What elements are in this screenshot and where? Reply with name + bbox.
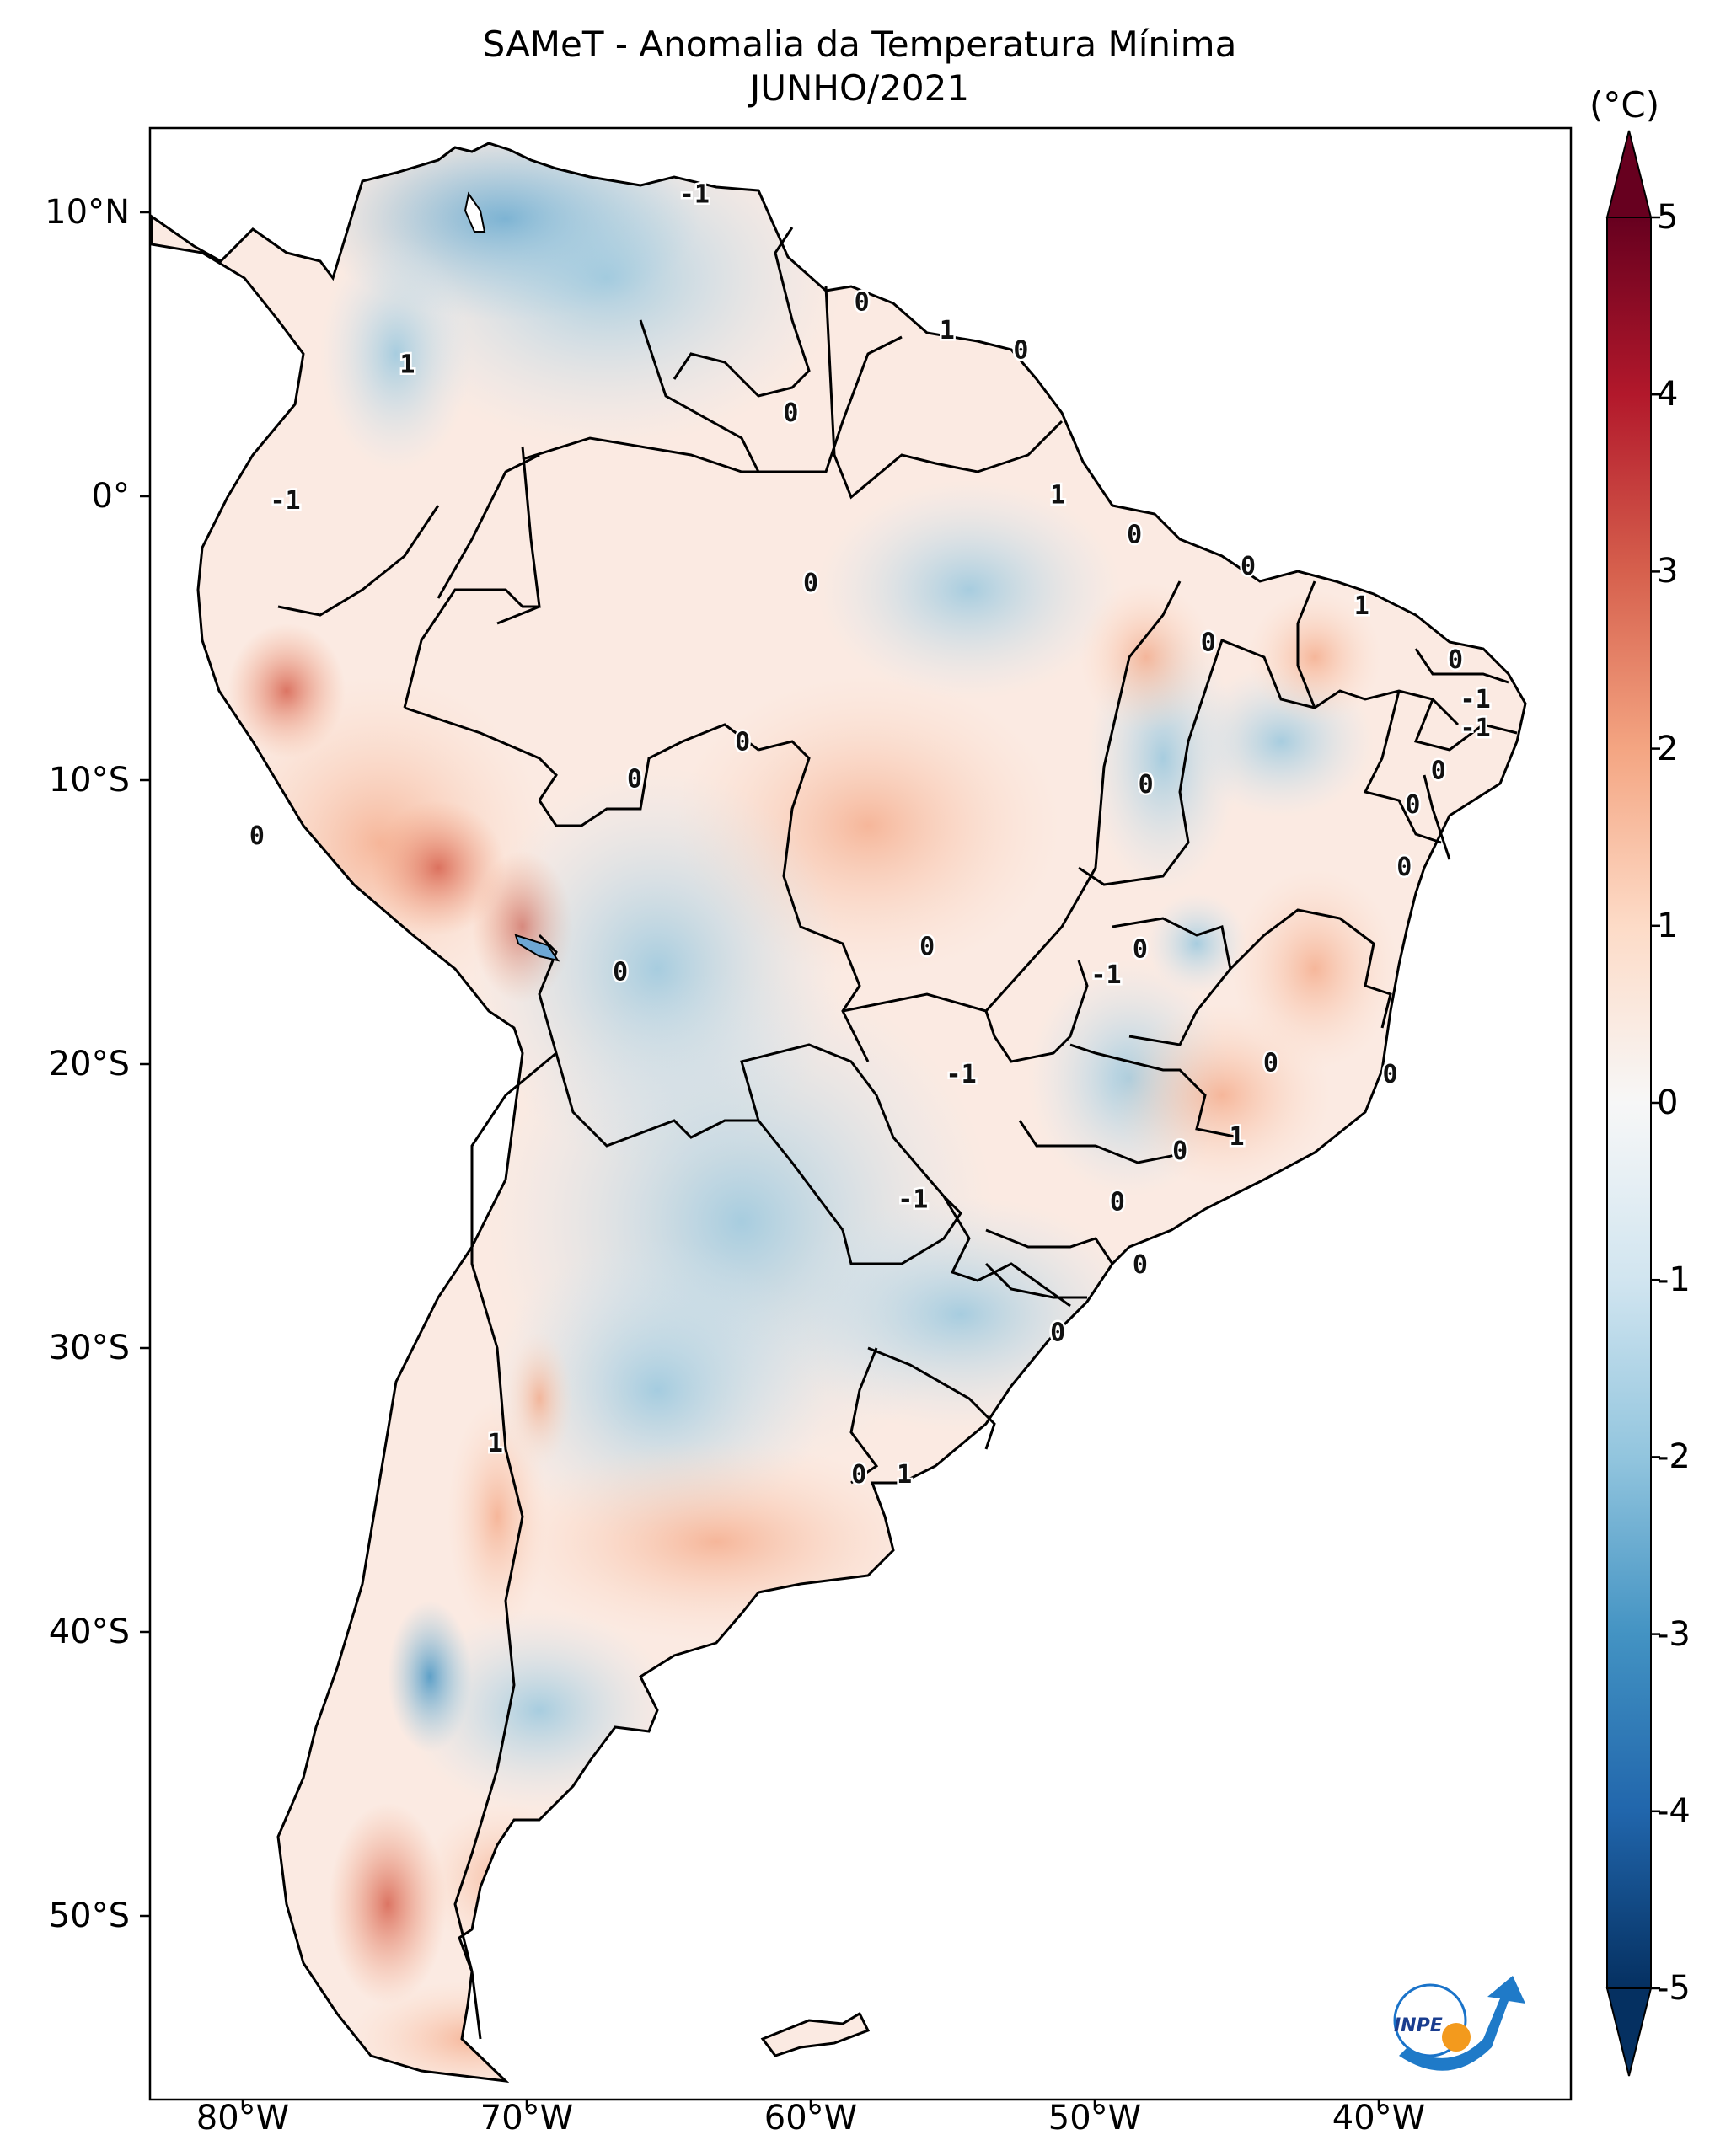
colorbar-tick-label: 3: [1657, 552, 1679, 591]
contour-label: 0: [735, 728, 750, 757]
contour-label: 0: [1172, 1137, 1187, 1166]
lat-tick-label: 20°S: [48, 1045, 130, 1083]
contour-label: 0: [1139, 770, 1154, 800]
colorbar-scale: [1606, 217, 1652, 1989]
contour-label: 0: [1241, 552, 1256, 581]
colorbar-tick-label: -2: [1657, 1437, 1691, 1477]
logo-text: INPE: [1394, 2015, 1443, 2036]
lon-tick-label: 40°W: [1332, 2099, 1426, 2137]
contour-label: 0: [1133, 935, 1148, 965]
colorbar: [1605, 130, 1660, 2077]
contour-label: 0: [851, 1460, 866, 1490]
contour-label: 0: [803, 569, 818, 598]
lon-tick-label: 70°W: [480, 2099, 574, 2137]
contour-label: -1: [1460, 685, 1491, 714]
contour-label: 0: [249, 821, 265, 851]
contour-label: 0: [627, 765, 642, 794]
contour-label: 0: [919, 932, 935, 961]
contour-label: 0: [1110, 1188, 1125, 1217]
contour-label: -1: [898, 1185, 928, 1214]
contour-label: 1: [399, 350, 415, 379]
contour-label: -1: [270, 486, 300, 516]
colorbar-upper-extension: [1605, 130, 1653, 218]
contour-label: 0: [1133, 1250, 1148, 1280]
colorbar-tick-label: 4: [1657, 375, 1679, 415]
inpe-logo: [1393, 1976, 1525, 2071]
colorbar-tick-label: 2: [1657, 729, 1679, 768]
contour-label: 1: [488, 1429, 503, 1458]
colorbar-tick-label: 5: [1657, 198, 1679, 237]
plot-frame: [148, 126, 1573, 2101]
contour-label: 0: [1201, 629, 1216, 658]
colorbar-tick-label: 0: [1657, 1083, 1679, 1122]
contour-label: 0: [1405, 790, 1420, 820]
contour-label: 0: [1431, 756, 1446, 785]
colorbar-tick-label: -1: [1657, 1260, 1691, 1300]
lat-tick-label: 0°: [91, 477, 130, 516]
contour-label: -1: [1091, 960, 1121, 990]
contour-label: 0: [1050, 1319, 1065, 1348]
contour-label: 0: [1396, 853, 1412, 882]
colorbar-tick-marks: [1651, 216, 1660, 1990]
lon-tick-label: 50°W: [1048, 2099, 1142, 2137]
lon-tick-marks: [241, 2100, 1380, 2110]
contour-label: 1: [1229, 1122, 1244, 1152]
lat-tick-marks: [140, 211, 150, 1918]
map-title: SAMeT - Anomalia da Temperatura Mínima: [482, 24, 1237, 65]
contour-label: 0: [1013, 336, 1028, 366]
contour-label: 1: [1050, 481, 1065, 511]
lon-tick-label: 60°W: [764, 2099, 858, 2137]
contour-label: 0: [1127, 521, 1142, 550]
contour-label: -1: [1460, 714, 1491, 743]
lat-tick-label: 50°S: [48, 1897, 130, 1935]
colorbar-tick-label: -3: [1657, 1614, 1691, 1654]
contour-label: 1: [940, 316, 955, 345]
colorbar-unit: (°C): [1589, 84, 1660, 126]
lat-tick-label: 10°N: [45, 193, 130, 232]
contour-label: 0: [1448, 645, 1463, 675]
lat-tick-label: 30°S: [48, 1329, 130, 1367]
lake-maracaibo: [464, 191, 486, 233]
lat-tick-label: 10°S: [48, 761, 130, 800]
contour-label: 1: [897, 1460, 912, 1490]
lon-tick-label: 80°W: [196, 2099, 290, 2137]
falkland-islands: [760, 2011, 871, 2057]
lake-titicaca: [514, 934, 560, 962]
colorbar-tick-label: -4: [1657, 1791, 1691, 1831]
contour-label: 0: [783, 399, 798, 428]
map-subtitle: JUNHO/2021: [749, 67, 970, 109]
contour-label: 0: [1263, 1049, 1278, 1078]
colorbar-lower-extension: [1605, 1987, 1653, 2077]
contour-label: 0: [613, 958, 628, 987]
contour-label: 0: [1382, 1060, 1397, 1089]
contour-label: 0: [855, 287, 870, 317]
political-borders: [277, 227, 1518, 2040]
contour-label: 1: [1354, 591, 1369, 621]
colorbar-tick-label: -5: [1657, 1969, 1691, 2008]
colorbar-tick-label: 1: [1657, 906, 1679, 945]
lat-tick-label: 40°S: [48, 1613, 130, 1651]
contour-label: -1: [946, 1060, 977, 1089]
contour-label: -1: [679, 179, 710, 209]
